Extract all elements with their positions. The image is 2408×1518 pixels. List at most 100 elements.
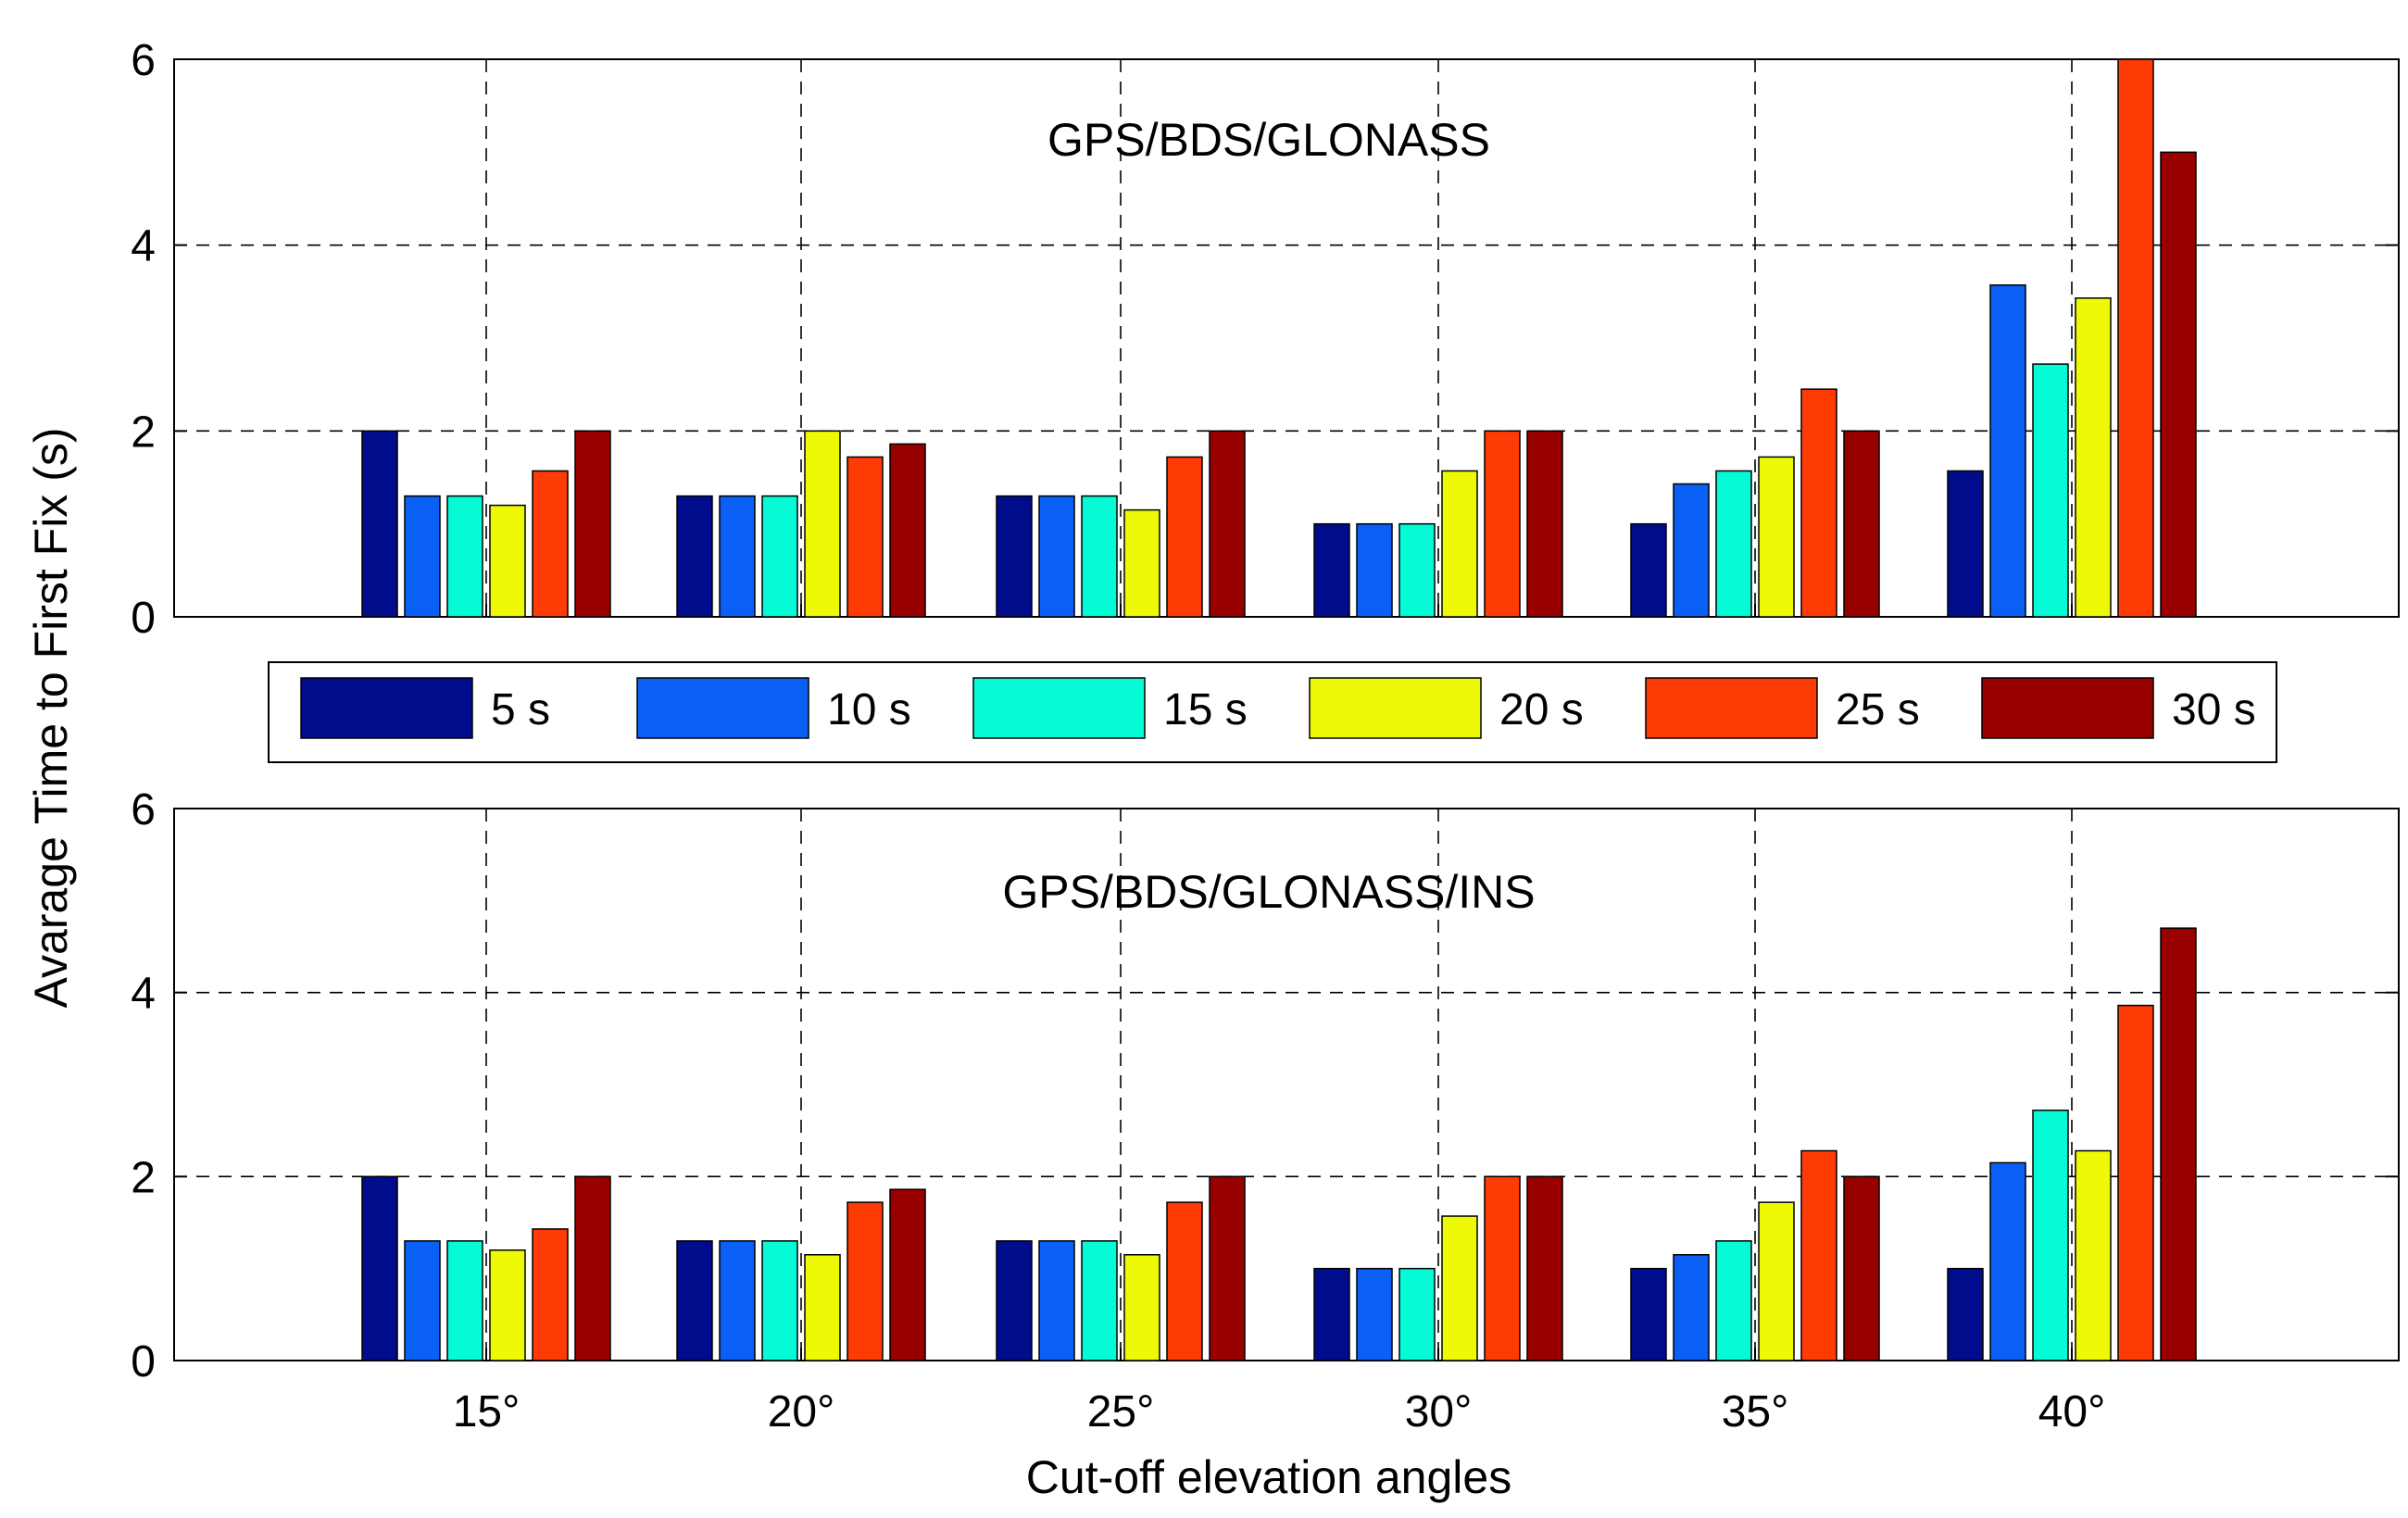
panel-bottom: 0 2 4 6 GPS/BDS/GLONASS/INS [131,785,2400,1386]
bar [1947,470,1984,618]
legend-label: 30 s [2172,685,2256,734]
x-tick-label: 30° [1405,1387,1473,1436]
panel-top-title: GPS/BDS/GLONASS [1047,114,1490,166]
bar [1441,470,1478,618]
legend-label: 20 s [1499,685,1584,734]
legend-swatch [1981,677,2154,739]
y-tick-label: 4 [131,970,156,1019]
x-axis-label: Cut-off elevation angles [1026,1451,1511,1503]
x-tick-labels: 15° 20° 25° 30° 35° 40° [453,1387,2106,1436]
legend-label: 25 s [1836,685,1920,734]
panel-top: 0 2 4 6 GPS/BDS/GLONASS [131,36,2400,643]
bar [804,1254,841,1361]
panel-top-grid [174,59,2399,617]
bar [847,1201,884,1361]
bar [889,1188,926,1361]
bar [1166,1201,1203,1361]
bar [1630,522,1667,618]
bar [1484,430,1521,618]
x-tick-label: 25° [1087,1387,1155,1436]
bar [1484,1175,1521,1361]
bar [996,495,1033,618]
bar [676,495,713,618]
y-tick-label: 0 [131,594,156,643]
bar [996,1240,1033,1361]
bar [1038,1240,1075,1361]
y-axis-label: Avarage Time to First Fix (s) [25,428,77,1009]
legend-swatch [1309,677,1482,739]
legend-label: 5 s [491,685,550,734]
bar [1356,1267,1393,1361]
bar [1209,430,1246,618]
y-tick-label: 6 [131,36,156,85]
panel-bottom-bars [361,927,2197,1361]
bar [1947,1267,1984,1361]
bar [1313,522,1350,618]
bar [1398,1267,1436,1361]
bar [804,430,841,618]
legend-frame [268,661,2277,763]
bar [719,495,756,618]
bar [532,1228,569,1361]
y-tick-label: 4 [131,222,156,271]
panel-top-bars [361,58,2197,618]
bar [574,430,611,618]
bar [889,443,926,618]
bar [1758,1201,1795,1361]
legend-swatch [300,677,473,739]
bar [2032,1110,2069,1361]
bar [719,1240,756,1361]
panel-top-yticks: 0 2 4 6 [131,36,2399,643]
bar [1209,1175,1246,1361]
x-tick-label: 35° [1722,1387,1789,1436]
y-tick-label: 6 [131,785,156,834]
bar [404,495,441,618]
bar [361,430,398,618]
bar [1038,495,1075,618]
bar [446,1240,483,1361]
legend-swatch [636,677,809,739]
bar [1526,430,1563,618]
bar [1441,1215,1478,1361]
bar [1715,1240,1752,1361]
bar [761,1240,798,1361]
bar [489,1249,526,1361]
bar [1356,522,1393,618]
x-tick-label: 20° [768,1387,835,1436]
legend-swatch [1645,677,1818,739]
bar [446,495,483,618]
bar [761,495,798,618]
y-tick-label: 0 [131,1337,156,1386]
bar [1673,483,1710,618]
legend-label: 10 s [827,685,911,734]
bar [2075,297,2112,618]
x-tick-label: 40° [2038,1387,2106,1436]
y-tick-label: 2 [131,1153,156,1202]
bar [404,1240,441,1361]
legend-swatch [972,677,1146,739]
bar [1715,470,1752,618]
bar [1758,456,1795,618]
bar [1398,522,1436,618]
bar [1081,495,1118,618]
bar [1673,1254,1710,1361]
x-tick-label: 15° [453,1387,520,1436]
bar [1081,1240,1118,1361]
bar [2160,151,2197,618]
panel-bottom-yticks: 0 2 4 6 [131,785,2399,1386]
panel-bottom-title: GPS/BDS/GLONASS/INS [1002,866,1535,918]
bar [1800,1149,1837,1361]
bar [1123,1254,1160,1361]
bar [1800,388,1837,618]
bar [1843,430,1880,618]
bar [489,504,526,618]
bar [1123,508,1160,618]
legend-label: 15 s [1163,685,1248,734]
bar [2117,58,2154,618]
bar [2032,363,2069,618]
bar [2160,927,2197,1361]
bar [676,1240,713,1361]
bar [847,456,884,618]
panel-bottom-grid [174,809,2399,1361]
